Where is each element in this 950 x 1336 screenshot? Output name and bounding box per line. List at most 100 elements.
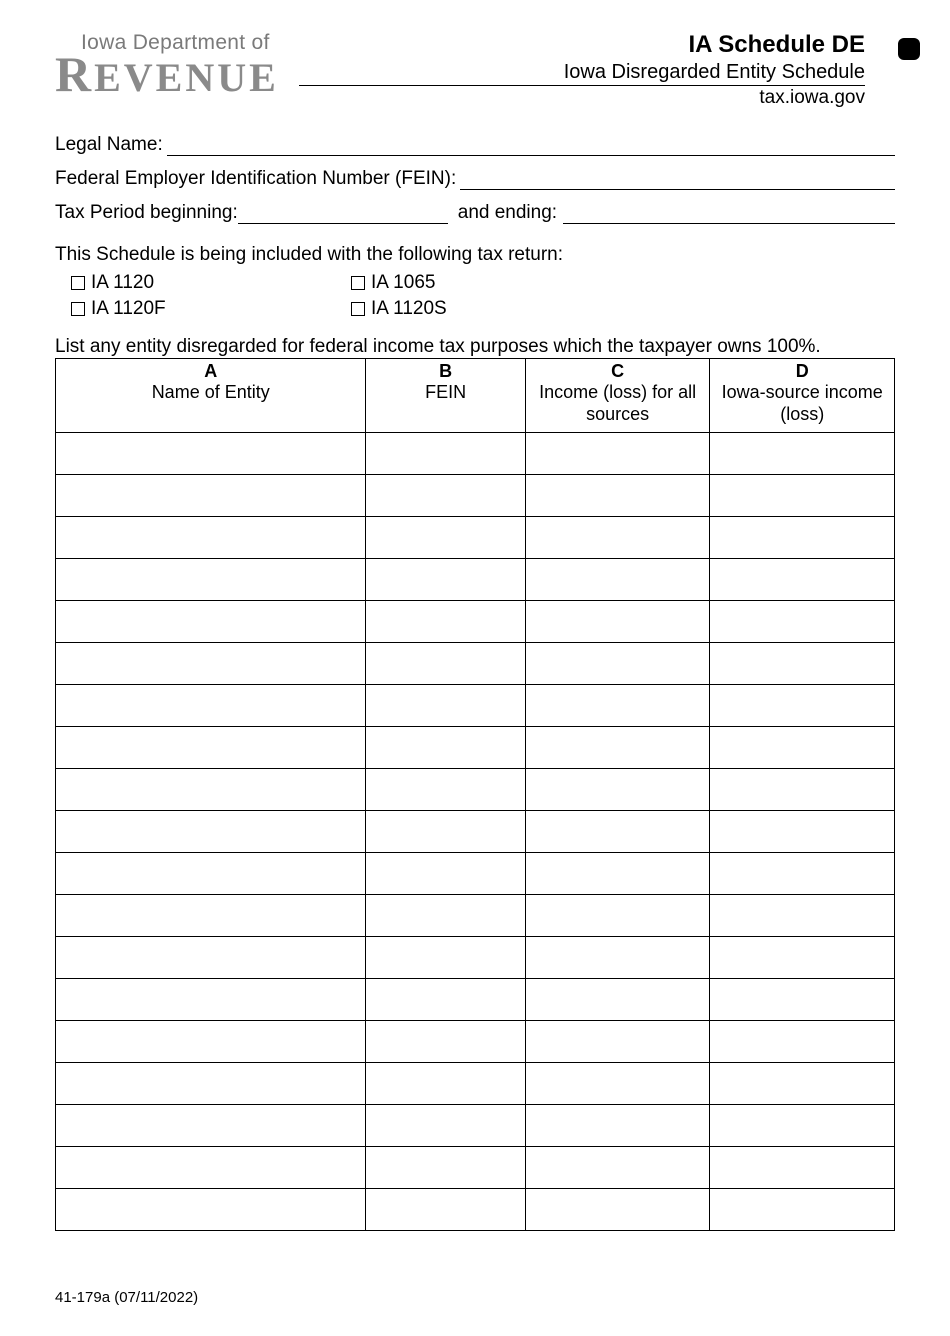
checkbox-ia-1120s[interactable]: IA 1120S [351,298,631,320]
table-cell[interactable] [366,516,525,558]
table-cell[interactable] [710,978,895,1020]
header: Iowa Department of REVENUE IA Schedule D… [55,30,895,110]
table-cell[interactable] [525,684,710,726]
table-cell[interactable] [525,642,710,684]
table-cell[interactable] [710,1188,895,1230]
table-cell[interactable] [710,600,895,642]
table-cell[interactable] [525,978,710,1020]
table-cell[interactable] [525,474,710,516]
legal-name-field[interactable]: Legal Name: [55,134,895,156]
table-cell[interactable] [366,1020,525,1062]
table-cell[interactable] [710,642,895,684]
table-cell[interactable] [56,516,366,558]
checkbox-box-icon[interactable] [351,276,365,290]
table-cell[interactable] [525,558,710,600]
checkbox-ia-1065[interactable]: IA 1065 [351,272,631,294]
table-cell[interactable] [710,1146,895,1188]
table-cell[interactable] [56,726,366,768]
table-cell[interactable] [56,684,366,726]
table-cell[interactable] [525,768,710,810]
table-cell[interactable] [366,1188,525,1230]
table-cell[interactable] [525,1188,710,1230]
fein-field[interactable]: Federal Employer Identification Number (… [55,168,895,190]
table-cell[interactable] [366,432,525,474]
table-cell[interactable] [366,684,525,726]
table-cell[interactable] [56,1188,366,1230]
table-cell[interactable] [366,810,525,852]
form-title: IA Schedule DE [299,30,865,60]
table-cell[interactable] [710,894,895,936]
table-cell[interactable] [366,474,525,516]
table-cell[interactable] [56,894,366,936]
table-cell[interactable] [525,1104,710,1146]
table-cell[interactable] [56,600,366,642]
table-row [56,726,895,768]
table-cell[interactable] [366,978,525,1020]
table-cell[interactable] [56,1062,366,1104]
table-cell[interactable] [366,894,525,936]
table-cell[interactable] [366,642,525,684]
table-cell[interactable] [710,432,895,474]
table-cell[interactable] [710,558,895,600]
table-cell[interactable] [366,1104,525,1146]
table-cell[interactable] [710,516,895,558]
table-cell[interactable] [710,726,895,768]
legal-name-input[interactable] [167,137,895,156]
table-cell[interactable] [525,1062,710,1104]
table-cell[interactable] [525,936,710,978]
col-header-d: D Iowa-source income (loss) [710,358,895,432]
table-cell[interactable] [56,1146,366,1188]
table-cell[interactable] [56,936,366,978]
checkbox-box-icon[interactable] [71,276,85,290]
table-cell[interactable] [525,810,710,852]
checkbox-box-icon[interactable] [71,302,85,316]
fein-label: Federal Employer Identification Number (… [55,168,456,190]
tax-period-begin-input[interactable] [238,205,448,224]
table-cell[interactable] [366,558,525,600]
table-cell[interactable] [525,516,710,558]
table-cell[interactable] [525,894,710,936]
table-cell[interactable] [525,600,710,642]
table-cell[interactable] [710,1020,895,1062]
table-cell[interactable] [366,936,525,978]
table-cell[interactable] [56,642,366,684]
table-cell[interactable] [56,810,366,852]
table-cell[interactable] [366,600,525,642]
table-cell[interactable] [56,474,366,516]
table-cell[interactable] [710,1062,895,1104]
table-cell[interactable] [56,1020,366,1062]
table-cell[interactable] [710,852,895,894]
table-cell[interactable] [525,1146,710,1188]
table-cell[interactable] [366,768,525,810]
table-cell[interactable] [56,852,366,894]
table-row [56,1188,895,1230]
table-cell[interactable] [56,432,366,474]
checkbox-ia-1120[interactable]: IA 1120 [71,272,351,294]
tax-period-end-input[interactable] [563,205,895,224]
table-cell[interactable] [525,852,710,894]
table-cell[interactable] [366,1146,525,1188]
checkbox-label: IA 1120S [371,298,447,320]
checkbox-ia-1120f[interactable]: IA 1120F [71,298,351,320]
table-cell[interactable] [525,432,710,474]
tax-period-end-label: and ending: [458,202,557,224]
table-cell[interactable] [525,1020,710,1062]
checkbox-box-icon[interactable] [351,302,365,316]
table-cell[interactable] [366,1062,525,1104]
table-row [56,516,895,558]
table-cell[interactable] [56,558,366,600]
table-cell[interactable] [710,684,895,726]
table-cell[interactable] [710,474,895,516]
table-cell[interactable] [56,1104,366,1146]
fein-input[interactable] [460,171,895,190]
table-cell[interactable] [56,768,366,810]
table-cell[interactable] [710,1104,895,1146]
table-cell[interactable] [710,936,895,978]
table-cell[interactable] [710,768,895,810]
table-cell[interactable] [56,978,366,1020]
table-cell[interactable] [366,726,525,768]
table-cell[interactable] [710,810,895,852]
tax-period-row: Tax Period beginning: and ending: [55,202,895,224]
table-cell[interactable] [366,852,525,894]
table-cell[interactable] [525,726,710,768]
